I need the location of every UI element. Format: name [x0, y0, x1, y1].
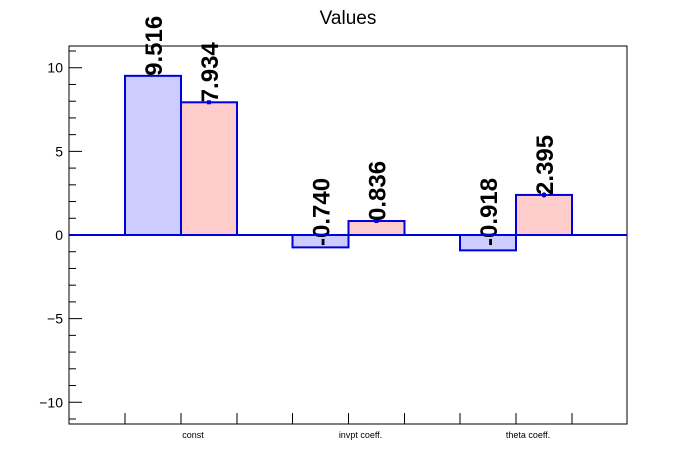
x-tick-label: const: [182, 430, 204, 440]
x-tick-label: theta coeff.: [506, 430, 550, 440]
y-tick-label: 10: [47, 60, 63, 76]
error-marker: [542, 192, 546, 197]
y-tick-label: −5: [47, 311, 63, 327]
chart-title: Values: [320, 8, 377, 29]
x-tick-label: invpt coeff.: [339, 430, 382, 440]
bar: [180, 101, 238, 236]
y-tick-label: 0: [55, 227, 63, 243]
y-tick-label: 5: [55, 143, 63, 159]
x-axis: const invpt coeff. theta coeff.: [124, 413, 573, 440]
bars-group: [124, 74, 573, 252]
error-marker: [207, 100, 211, 105]
value-label: 7.934: [197, 42, 224, 103]
y-tick-label: −10: [39, 394, 63, 410]
value-label: 2.395: [532, 135, 559, 195]
value-label: 0.836: [365, 161, 392, 221]
value-label: 9.516: [141, 16, 168, 76]
error-marker: [374, 219, 379, 224]
bar: [515, 193, 573, 236]
bar: [124, 74, 182, 237]
bar: [347, 220, 406, 237]
